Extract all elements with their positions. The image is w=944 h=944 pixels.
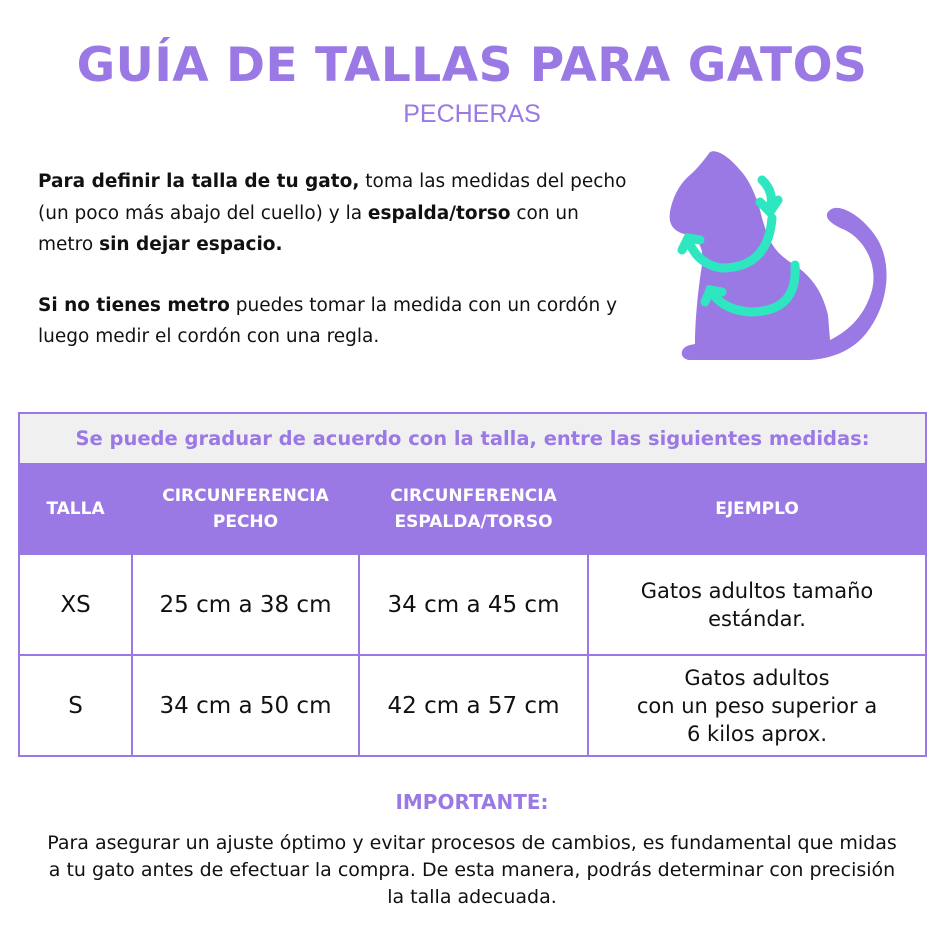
cell-size: S	[18, 654, 133, 757]
intro-text-segment: toma las medidas del pecho (un poco más …	[38, 171, 627, 224]
intro-text-segment: Para definir la talla de tu gato,	[38, 171, 360, 192]
header-example: EJEMPLO	[586, 463, 928, 555]
intro-text-segment: sin dejar espacio.	[99, 234, 283, 255]
cell-chest: 25 cm a 38 cm	[131, 553, 360, 656]
cell-example: Gatos adultos con un peso superior a 6 k…	[586, 654, 928, 757]
cell-back: 34 cm a 45 cm	[358, 553, 589, 656]
header-back-label: CIRCUNFERENCIA ESPALDA/TORSO	[390, 486, 557, 532]
intro-text-segment: Si no tienes metro	[38, 294, 230, 316]
size-table: Se puede graduar de acuerdo con la talla…	[17, 412, 928, 757]
table-caption: Se puede graduar de acuerdo con la talla…	[17, 412, 928, 465]
intro-text-segment: puedes tomar la medida con un cordón y l…	[38, 294, 618, 348]
cell-example: Gatos adultos tamaño estándar.	[586, 553, 928, 656]
cell-chest: 34 cm a 50 cm	[131, 654, 360, 757]
cell-back: 42 cm a 57 cm	[358, 654, 589, 757]
intro-paragraph-measure: Para definir la talla de tu gato, toma l…	[38, 166, 638, 261]
table-row: S 34 cm a 50 cm 42 cm a 57 cm Gatos adul…	[18, 654, 928, 757]
header-chest-label: CIRCUNFERENCIA PECHO	[162, 486, 329, 532]
cell-size: XS	[18, 553, 133, 656]
header-chest: CIRCUNFERENCIA PECHO	[131, 463, 360, 555]
measure-arrows	[677, 175, 800, 317]
important-text: Para asegurar un ajuste óptimo y evitar …	[47, 832, 897, 908]
header-talla: TALLA	[18, 463, 133, 555]
cat-measure-icon	[669, 151, 887, 360]
important-heading: IMPORTANTE:	[395, 790, 549, 814]
intro-text: Para definir la talla de tu gato, toma l…	[38, 166, 638, 382]
header-back: CIRCUNFERENCIA ESPALDA/TORSO	[358, 463, 589, 555]
intro-paragraph-no-tape: Si no tienes metro puedes tomar la medid…	[38, 290, 638, 353]
page-subtitle: PECHERAS	[403, 100, 541, 128]
intro-text-segment: espalda/torso	[367, 202, 511, 224]
table-row: XS 25 cm a 38 cm 34 cm a 45 cm Gatos adu…	[18, 553, 928, 656]
intro-text-segment: con un metro	[38, 202, 579, 256]
page-title: GUÍA DE TALLAS PARA GATOS	[76, 38, 868, 93]
